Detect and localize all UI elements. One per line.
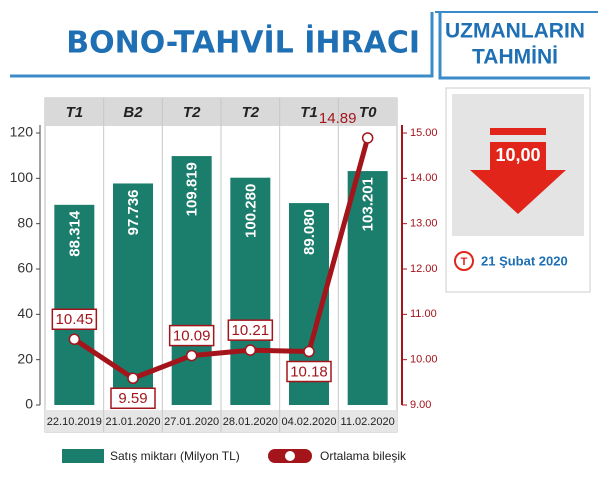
legend-swatch — [285, 451, 295, 461]
label-box — [286, 360, 332, 383]
x-tick-label: 28.01.2020 — [223, 416, 278, 428]
y2-tick-label: 12.00 — [410, 263, 438, 275]
bar — [230, 177, 271, 405]
panel-border — [438, 12, 590, 80]
label-box — [51, 308, 98, 331]
bar-label: 100.280 — [242, 184, 259, 238]
y-tick-label: 80 — [17, 214, 33, 230]
bar-label: 88.314 — [66, 210, 83, 257]
code-label: T0 — [359, 104, 377, 121]
title-border — [10, 12, 434, 78]
y2-tick-label: 15.00 — [410, 127, 438, 139]
logo-text: T — [461, 256, 468, 268]
forecast-value: 10,00 — [495, 145, 540, 165]
y-tick-label: 60 — [17, 260, 33, 276]
x-tick-label: 21.01.2020 — [105, 416, 160, 428]
y-tick-label: 40 — [17, 305, 33, 321]
bar-label: 89.080 — [301, 209, 318, 255]
point-label: 10.18 — [290, 363, 328, 380]
point — [185, 349, 198, 362]
panel-title: TAHMİNİ — [472, 46, 558, 69]
point — [244, 344, 257, 356]
y-tick-label: 0 — [25, 396, 33, 412]
x-tick-label: 11.02.2020 — [341, 416, 395, 428]
x-tick-label: 04.02.2020 — [281, 416, 336, 428]
point — [303, 345, 315, 358]
label-box — [227, 319, 274, 341]
bar-label: 103.201 — [360, 177, 377, 231]
y-tick-label: 100 — [10, 169, 34, 185]
point-label: 9.59 — [118, 390, 147, 407]
legend-swatch — [62, 449, 104, 463]
point — [361, 132, 374, 144]
arrow — [470, 142, 566, 214]
label-box — [110, 387, 156, 410]
y2-tick-label: 10.00 — [410, 354, 438, 366]
panel-title: UZMANLARIN — [445, 20, 585, 43]
legend-label: Ortalama bileşik — [320, 449, 407, 463]
chart-title: BONO-TAHVİL İHRACI — [66, 25, 420, 61]
y2-tick-label: 13.00 — [410, 218, 438, 230]
legend-label: Satış miktarı (Milyon TL) — [110, 449, 240, 463]
point-label: 10.21 — [232, 322, 270, 339]
code-label: T2 — [242, 104, 260, 121]
forecast-date: 21 Şubat 2020 — [481, 253, 568, 268]
arrow-bar — [490, 128, 546, 135]
bar — [54, 204, 95, 405]
code-label: B2 — [123, 104, 143, 121]
y-tick-label: 20 — [17, 350, 33, 366]
code-label: T2 — [183, 104, 201, 121]
code-label: T1 — [66, 104, 84, 121]
y2-tick-label: 11.00 — [410, 308, 437, 320]
bar-label: 109.819 — [184, 162, 201, 216]
code-label: T1 — [300, 104, 318, 121]
bar-label: 97.736 — [125, 189, 142, 235]
label-box — [168, 324, 215, 347]
point-label: 14.89 — [319, 110, 357, 127]
y2-tick-label: 14.00 — [410, 172, 438, 184]
point-label: 10.45 — [56, 311, 94, 328]
bar — [171, 156, 212, 405]
line — [72, 137, 371, 381]
x-tick-label: 27.01.2020 — [164, 416, 219, 428]
point-label: 10.09 — [173, 328, 211, 345]
y-tick-label: 120 — [10, 124, 34, 140]
x-tick-label: 22.10.2019 — [47, 416, 102, 428]
point — [127, 372, 139, 385]
logo — [454, 251, 474, 271]
chart: 0 20 40 60 80 100 120 9.00 10.00 11.00 12.00 13.00 1… — [10, 98, 438, 463]
point — [68, 333, 81, 346]
bar — [347, 171, 388, 405]
y2-tick-label: 9.00 — [410, 399, 431, 411]
